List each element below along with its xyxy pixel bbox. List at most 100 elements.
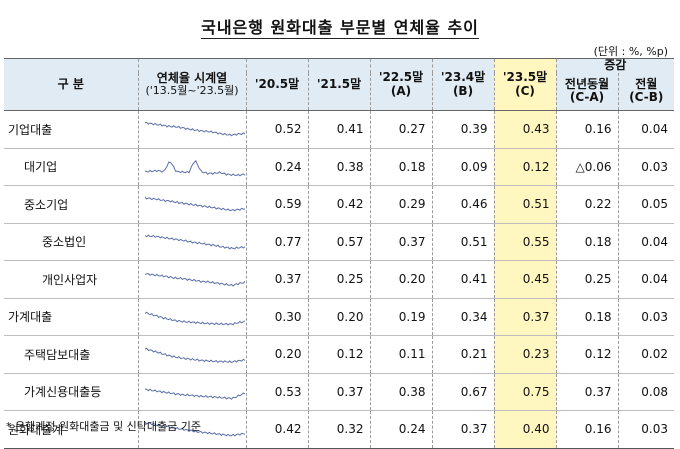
header-215: '21.5말: [308, 58, 371, 111]
sparkline-cell: [138, 410, 247, 449]
cell-v215: 0.25: [308, 260, 371, 299]
cell-v235: 0.55: [494, 223, 557, 261]
cell-v225: 0.24: [370, 410, 433, 449]
cell-v235: 0.43: [494, 110, 557, 149]
sparkline-cell: [138, 335, 247, 374]
cell-mom: 0.08: [618, 373, 674, 411]
header-205: '20.5말: [246, 58, 309, 111]
cell-v205: 0.24: [246, 148, 309, 186]
report-title: 국내은행 원화대출 부문별 연체율 추이: [201, 18, 479, 39]
cell-mom: 0.04: [618, 110, 674, 149]
cell-v225: 0.11: [370, 335, 433, 374]
cell-v235: 0.45: [494, 260, 557, 299]
cell-v234: 0.67: [432, 373, 495, 411]
cell-v205: 0.42: [246, 410, 309, 449]
sparkline-chart: [144, 311, 245, 326]
cell-v234: 0.21: [432, 335, 495, 374]
cell-yoy: 0.37: [556, 373, 619, 411]
cell-v235: 0.12: [494, 148, 557, 186]
cell-v225: 0.37: [370, 223, 433, 261]
cell-v234: 0.34: [432, 297, 495, 336]
header-sparkline: 연체율 시계열 ('13.5월~'23.5월): [138, 58, 247, 111]
cell-v215: 0.12: [308, 335, 371, 374]
cell-v205: 0.20: [246, 335, 309, 374]
sparkline-cell: [138, 260, 247, 299]
row-label: 중소기업: [4, 185, 139, 224]
sparkline-cell: [138, 148, 247, 186]
row-label: 대기업: [4, 148, 139, 186]
cell-v215: 0.42: [308, 185, 371, 224]
row-label: 주택담보대출: [4, 335, 139, 374]
cell-mom: 0.03: [618, 148, 674, 186]
header-category: 구 분: [4, 58, 139, 111]
cell-mom: 0.05: [618, 185, 674, 224]
sparkline-chart: [144, 159, 245, 177]
cell-mom: 0.04: [618, 260, 674, 299]
cell-v234: 0.51: [432, 223, 495, 261]
sparkline-chart: [144, 388, 245, 400]
sparkline-chart: [144, 196, 245, 212]
cell-v234: 0.41: [432, 260, 495, 299]
cell-v205: 0.30: [246, 297, 309, 336]
table-row: 가계신용대출등 0.53 0.37 0.38 0.67 0.75 0.37 0.08: [4, 373, 674, 411]
delinquency-table: 구 분 연체율 시계열 ('13.5월~'23.5월) '20.5말 '21.5…: [4, 58, 674, 449]
row-label: 기업대출: [4, 110, 139, 149]
cell-v225: 0.18: [370, 148, 433, 186]
table-row: 중소법인 0.77 0.57 0.37 0.51 0.55 0.18 0.04: [4, 223, 674, 261]
footnote: * 은행계정 원화대출금 및 신탁대출금 기준: [6, 420, 202, 433]
cell-v225: 0.38: [370, 373, 433, 411]
row-label: 가계신용대출등: [4, 373, 139, 411]
cell-v225: 0.29: [370, 185, 433, 224]
sparkline-cell: [138, 110, 247, 149]
cell-v215: 0.41: [308, 110, 371, 149]
sparkline-cell: [138, 185, 247, 224]
cell-mom: 0.03: [618, 297, 674, 336]
header-mom: 전월 (C-B): [618, 72, 674, 111]
cell-v215: 0.37: [308, 373, 371, 411]
table-row: 가계대출 0.30 0.20 0.19 0.34 0.37 0.18 0.03: [4, 297, 674, 336]
cell-yoy: 0.18: [556, 223, 619, 261]
cell-v205: 0.37: [246, 260, 309, 299]
cell-yoy: 0.16: [556, 410, 619, 449]
cell-v234: 0.39: [432, 110, 495, 149]
sparkline-cell: [138, 223, 247, 261]
sparkline-chart: [144, 348, 245, 364]
cell-mom: 0.02: [618, 335, 674, 374]
row-label: 개인사업자: [4, 260, 139, 299]
cell-yoy: △0.06: [556, 148, 619, 186]
cell-v215: 0.38: [308, 148, 371, 186]
cell-yoy: 0.18: [556, 297, 619, 336]
row-label: 원화대출계: [4, 410, 139, 449]
header-235: '23.5말 (C): [494, 58, 557, 111]
row-label: 중소법인: [4, 223, 139, 261]
cell-v235: 0.37: [494, 297, 557, 336]
cell-v205: 0.53: [246, 373, 309, 411]
sparkline-chart: [144, 122, 245, 137]
cell-yoy: 0.12: [556, 335, 619, 374]
cell-yoy: 0.16: [556, 110, 619, 149]
cell-v235: 0.23: [494, 335, 557, 374]
cell-yoy: 0.25: [556, 260, 619, 299]
header-225: '22.5말 (A): [370, 58, 433, 111]
table-row: 기업대출 0.52 0.41 0.27 0.39 0.43 0.16 0.04: [4, 110, 674, 149]
sparkline-cell: [138, 373, 247, 411]
cell-v205: 0.52: [246, 110, 309, 149]
cell-v225: 0.19: [370, 297, 433, 336]
cell-yoy: 0.22: [556, 185, 619, 224]
table-row: 중소기업 0.59 0.42 0.29 0.46 0.51 0.22 0.05: [4, 185, 674, 224]
table-row: 대기업 0.24 0.38 0.18 0.09 0.12 △0.06 0.03: [4, 148, 674, 186]
header-yoy: 전년동월 (C-A): [556, 72, 619, 111]
cell-v205: 0.59: [246, 185, 309, 224]
cell-v234: 0.46: [432, 185, 495, 224]
cell-mom: 0.03: [618, 410, 674, 449]
row-label: 가계대출: [4, 297, 139, 336]
header-change: 증감: [556, 58, 674, 73]
cell-mom: 0.04: [618, 223, 674, 261]
cell-v235: 0.40: [494, 410, 557, 449]
cell-v225: 0.27: [370, 110, 433, 149]
sparkline-chart: [144, 234, 245, 250]
cell-v225: 0.20: [370, 260, 433, 299]
header-234: '23.4말 (B): [432, 58, 495, 111]
sparkline-chart: [144, 421, 245, 437]
cell-v235: 0.51: [494, 185, 557, 224]
